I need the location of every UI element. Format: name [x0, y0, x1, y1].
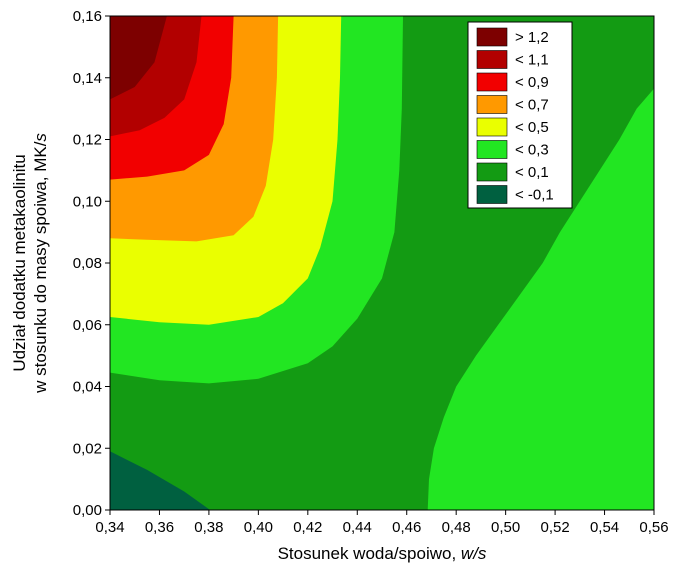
y-tick-label: 0,00 [73, 502, 102, 519]
x-axis: 0,34 0,36 0,38 0,40 0,42 0,44 0,46 0,48 0,50 0,52… [95, 510, 669, 536]
legend-label: < 0,3 [515, 142, 549, 159]
legend-swatch [476, 27, 508, 47]
y-tick-label: 0,02 [73, 440, 102, 457]
legend-swatch [476, 185, 508, 204]
contour-region-3 [427, 88, 654, 510]
legend-swatch [476, 140, 508, 159]
y-tick-label: 0,08 [73, 255, 102, 272]
y-axis-label-line2: w stosunku do masy spoiwa, MK/s [31, 133, 50, 394]
x-tick-label: 0,36 [145, 519, 174, 536]
y-tick-label: 0,04 [73, 379, 102, 396]
legend: > 1,2 < 1,1 < 0,9 < 0,7 < 0,5 < 0,3 < 0,1 < -0,… [467, 21, 573, 209]
x-tick-label: 0,46 [392, 519, 421, 536]
legend-label: > 1,2 [515, 29, 549, 46]
y-tick-label: 0,14 [73, 70, 102, 87]
x-tick-label: 0,44 [343, 519, 372, 536]
x-tick-label: 0,48 [442, 519, 471, 536]
x-tick-label: 0,50 [491, 519, 520, 536]
x-tick-label: 0,54 [590, 519, 619, 536]
x-tick-label: 0,40 [244, 519, 273, 536]
x-tick-label: 0,56 [639, 519, 668, 536]
legend-swatch [476, 117, 508, 137]
y-tick-label: 0,10 [73, 193, 102, 210]
y-tick-label: 0,06 [73, 317, 102, 334]
legend-swatch [476, 72, 508, 92]
x-tick-label: 0,52 [540, 519, 569, 536]
y-axis: 0,00 0,02 0,04 0,06 0,08 0,10 0,12 0,14 0,16 [73, 8, 110, 519]
contour-region-1 [110, 451, 211, 510]
x-tick-label: 0,42 [293, 519, 322, 536]
legend-label: < 0,1 [515, 164, 549, 181]
legend-label: < 0,5 [515, 119, 549, 136]
y-tick-label: 0,16 [73, 8, 102, 25]
legend-swatch [476, 162, 508, 182]
x-tick-label: 0,38 [194, 519, 223, 536]
y-tick-label: 0,12 [73, 132, 102, 149]
contour-region-9 [110, 16, 167, 100]
legend-label: < 0,9 [515, 74, 549, 91]
legend-label: < -0,1 [515, 187, 554, 204]
legend-swatch [476, 50, 508, 69]
legend-label: < 1,1 [515, 52, 549, 69]
legend-label: < 0,7 [515, 97, 549, 114]
y-axis-label-line1: Udział dodatku metakaolinitu [10, 154, 29, 371]
legend-swatch [476, 95, 508, 114]
x-axis-label: Stosunek woda/spoiwo, w/s [278, 544, 487, 563]
x-tick-label: 0,34 [95, 519, 124, 536]
